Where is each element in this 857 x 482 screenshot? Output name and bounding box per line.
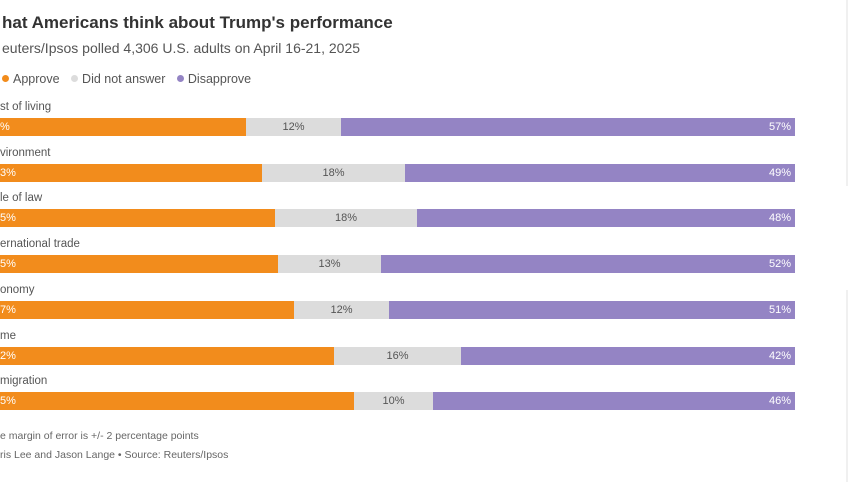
stacked-bar: 3% 18% 49% — [0, 163, 795, 182]
category-label: vironment — [0, 146, 51, 159]
footnote: e margin of error is +/- 2 percentage po… — [0, 430, 199, 442]
legend: Approve Did not answer Disapprove — [2, 72, 259, 86]
legend-item-approve: Approve — [2, 72, 60, 86]
bar-row: migration 5% 10% 46% — [0, 375, 800, 411]
bar-row: me 2% 16% 42% — [0, 330, 800, 366]
bar-segment-disapprove: 51% — [389, 300, 795, 319]
bar-segment-disapprove: 48% — [417, 209, 795, 228]
bar-segment-disapprove: 46% — [433, 392, 795, 411]
right-edge-divider — [846, 290, 848, 482]
bar-row: le of law 5% 18% 48% — [0, 192, 800, 228]
category-label: onomy — [0, 283, 35, 296]
category-label: me — [0, 329, 16, 342]
bar-segment-disapprove: 52% — [381, 255, 795, 274]
category-label: ernational trade — [0, 238, 80, 251]
category-label: le of law — [0, 192, 43, 205]
bar-segment-did-not-answer: 18% — [262, 163, 405, 182]
stacked-bar: 2% 16% 42% — [0, 346, 795, 365]
legend-label-approve: Approve — [13, 72, 60, 86]
legend-swatch-disapprove — [176, 75, 184, 82]
legend-swatch-did-not-answer — [71, 75, 79, 82]
chart-subtitle: euters/Ipsos polled 4,306 U.S. adults on… — [2, 40, 361, 56]
bar-segment-disapprove: 42% — [461, 346, 795, 365]
bar-segment-disapprove: 49% — [405, 163, 795, 182]
legend-item-disapprove: Disapprove — [176, 72, 252, 86]
bar-segment-approve: % — [0, 118, 246, 136]
right-edge-divider — [846, 0, 848, 186]
category-label: st of living — [0, 101, 52, 113]
bar-row: onomy 7% 12% 51% — [0, 284, 800, 320]
bar-segment-did-not-answer: 13% — [278, 255, 381, 274]
bar-segment-approve: 7% — [0, 300, 294, 319]
bar-segment-approve: 5% — [0, 392, 354, 411]
credit-line: ris Lee and Jason Lange • Source: Reuter… — [0, 449, 229, 461]
bar-row: ernational trade 5% 13% 52% — [0, 238, 800, 274]
legend-label-did-not-answer: Did not answer — [82, 72, 166, 86]
bar-segment-approve: 5% — [0, 209, 275, 228]
bar-row: vironment 3% 18% 49% — [0, 147, 800, 183]
bar-segment-did-not-answer: 16% — [334, 346, 461, 365]
stacked-bar: 5% 10% 46% — [0, 392, 795, 411]
bar-segment-did-not-answer: 18% — [275, 209, 417, 228]
bar-segment-disapprove: 57% — [341, 118, 795, 136]
bar-row: st of living% 12% 57% — [0, 101, 800, 137]
legend-label-disapprove: Disapprove — [187, 72, 252, 86]
legend-swatch-approve — [2, 75, 9, 82]
category-label: migration — [0, 375, 48, 388]
bar-segment-approve: 3% — [0, 163, 262, 182]
stacked-bar: 7% 12% 51% — [0, 300, 795, 319]
bar-segment-did-not-answer: 10% — [354, 392, 433, 411]
stacked-bar: 5% 18% 48% — [0, 209, 795, 228]
bar-segment-approve: 2% — [0, 346, 334, 365]
chart-title: hat Americans think about Trump's perfor… — [2, 13, 393, 32]
stacked-bar: % 12% 57% — [0, 118, 795, 136]
bar-segment-did-not-answer: 12% — [294, 300, 389, 319]
bar-segment-approve: 5% — [0, 255, 278, 274]
bar-segment-did-not-answer: 12% — [246, 118, 341, 136]
stacked-bar: 5% 13% 52% — [0, 255, 795, 274]
legend-item-did-not-answer: Did not answer — [71, 72, 165, 86]
